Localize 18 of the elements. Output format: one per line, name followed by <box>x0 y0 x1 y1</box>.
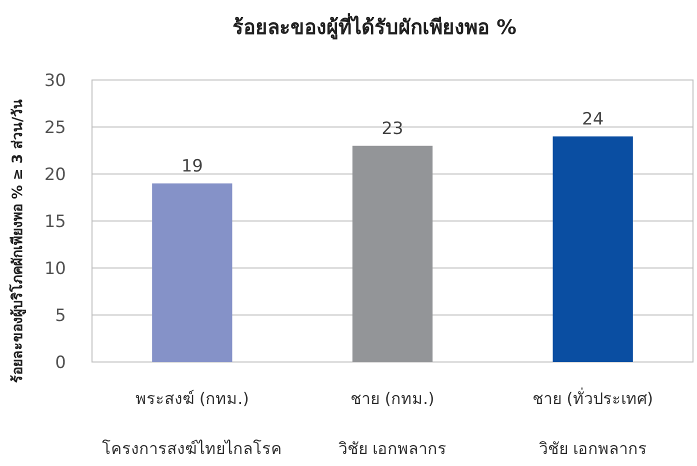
y-tick-label: 0 <box>55 352 66 373</box>
category-label: ชาย (กทม.) วิชัย เอกพลากร <box>338 389 447 458</box>
y-tick-label: 20 <box>44 164 66 185</box>
category-label: ชาย (ทั่วประเทศ) วิชัย เอกพลากร <box>532 389 654 458</box>
bar <box>352 146 433 362</box>
bar <box>552 136 633 362</box>
data-label: 24 <box>582 109 604 130</box>
y-tick-label: 30 <box>44 70 66 91</box>
y-tick-label: 25 <box>44 118 66 138</box>
y-axis-title: ร้อยละของผู้บริโภคผักเพียงพอ % ≥ 3 ส่วน/วัน <box>8 98 26 384</box>
y-tick-label: 5 <box>55 306 66 326</box>
data-label: 19 <box>181 156 203 176</box>
data-label: 23 <box>382 118 404 139</box>
y-tick-label: 10 <box>44 258 66 279</box>
chart-title: ร้อยละของผู้ที่ได้รับผักเพียงพอ % <box>232 12 517 41</box>
category-label: พระสงฆ์ (กทม.) โครงการสงฆ์ไทยไกลโรค <box>102 389 282 458</box>
bar <box>152 183 232 362</box>
y-tick-label: 15 <box>44 212 66 232</box>
